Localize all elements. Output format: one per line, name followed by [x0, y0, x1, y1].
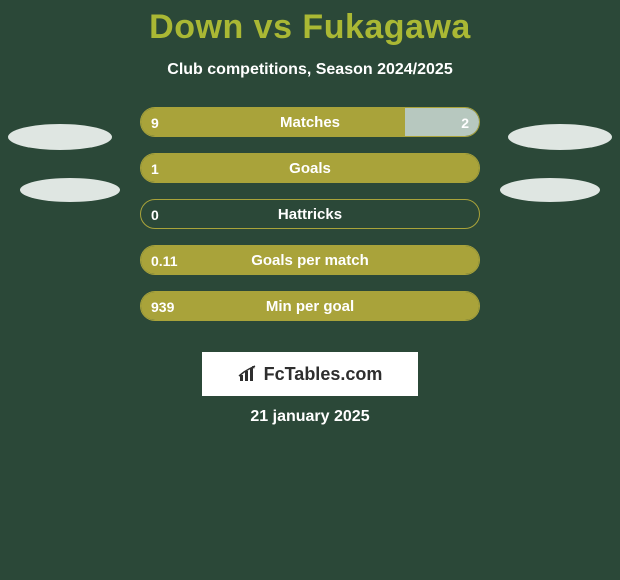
stat-row: Hattricks0 [0, 199, 620, 229]
bar-track: Hattricks0 [140, 199, 480, 229]
bar-track: Min per goal939 [140, 291, 480, 321]
left-value: 9 [151, 108, 159, 137]
brand-logo[interactable]: FcTables.com [202, 352, 418, 396]
player-placeholder [500, 178, 600, 202]
player-placeholder [508, 124, 612, 150]
date-label: 21 january 2025 [0, 408, 620, 426]
left-value: 0.11 [151, 246, 177, 275]
bar-label: Matches [141, 108, 479, 137]
stat-row: Min per goal939 [0, 291, 620, 321]
bar-label: Min per goal [141, 292, 479, 321]
bar-label: Goals [141, 154, 479, 183]
bar-label: Goals per match [141, 246, 479, 275]
bar-chart-icon [238, 365, 260, 383]
left-value: 1 [151, 154, 159, 183]
left-value: 939 [151, 292, 174, 321]
brand-text: FcTables.com [264, 364, 383, 385]
stat-row: Goals per match0.11 [0, 245, 620, 275]
page-title: Down vs Fukagawa [0, 0, 620, 47]
subtitle: Club competitions, Season 2024/2025 [0, 61, 620, 79]
bar-track: Goals per match0.11 [140, 245, 480, 275]
player-placeholder [8, 124, 112, 150]
bar-track: Goals1 [140, 153, 480, 183]
bar-label: Hattricks [141, 200, 479, 229]
player-placeholder [20, 178, 120, 202]
bar-track: Matches9 2 [140, 107, 480, 137]
left-value: 0 [151, 200, 159, 229]
right-value: 2 [461, 108, 469, 137]
